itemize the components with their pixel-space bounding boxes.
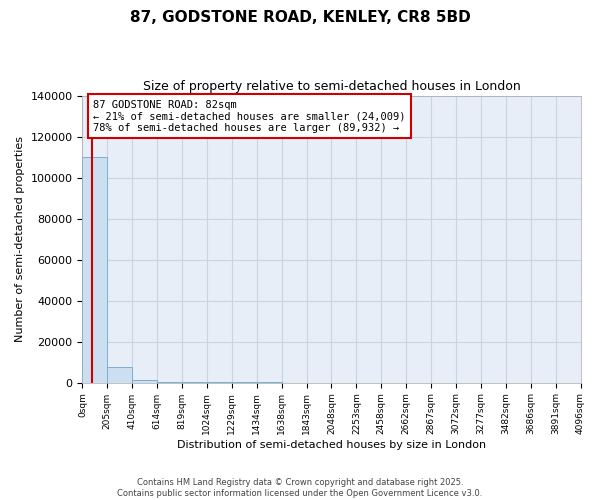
Text: Contains HM Land Registry data © Crown copyright and database right 2025.
Contai: Contains HM Land Registry data © Crown c… bbox=[118, 478, 482, 498]
Text: 87 GODSTONE ROAD: 82sqm
← 21% of semi-detached houses are smaller (24,009)
78% o: 87 GODSTONE ROAD: 82sqm ← 21% of semi-de… bbox=[93, 100, 406, 133]
X-axis label: Distribution of semi-detached houses by size in London: Distribution of semi-detached houses by … bbox=[177, 440, 486, 450]
Bar bbox=[132, 380, 157, 382]
Text: 87, GODSTONE ROAD, KENLEY, CR8 5BD: 87, GODSTONE ROAD, KENLEY, CR8 5BD bbox=[130, 10, 470, 25]
Y-axis label: Number of semi-detached properties: Number of semi-detached properties bbox=[15, 136, 25, 342]
Bar bbox=[82, 157, 107, 382]
Bar bbox=[107, 367, 132, 382]
Title: Size of property relative to semi-detached houses in London: Size of property relative to semi-detach… bbox=[143, 80, 520, 93]
